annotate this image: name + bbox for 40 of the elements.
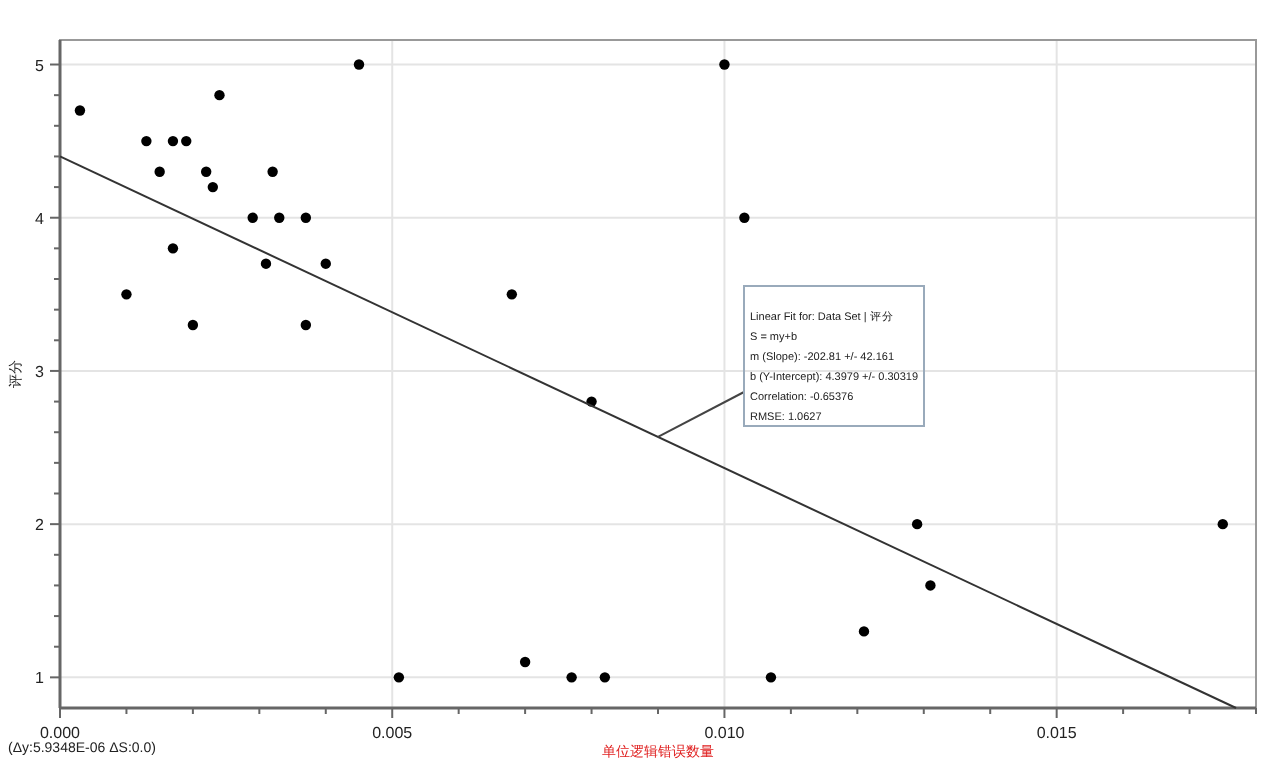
point (519, 656, 531, 668)
point (74, 105, 86, 116)
point (207, 181, 219, 193)
point (300, 319, 312, 331)
point (187, 319, 199, 331)
point (167, 135, 179, 147)
point (167, 243, 179, 254)
point (566, 672, 577, 683)
x-tick-label: 0.000 (39, 724, 82, 742)
point (925, 580, 936, 591)
point (858, 626, 870, 637)
point (274, 212, 285, 223)
point (300, 212, 312, 223)
point (765, 672, 777, 683)
x-tick-label: 0.005 (372, 724, 414, 742)
point (393, 672, 405, 683)
point (260, 258, 272, 269)
point (200, 166, 212, 177)
point (154, 166, 165, 177)
point (181, 135, 192, 147)
point (599, 672, 611, 683)
point (247, 212, 258, 223)
y-tick-label: 5 (35, 56, 46, 75)
x-tick-label: 0.015 (1036, 724, 1078, 742)
point (506, 289, 518, 300)
y-tick-label: 2 (35, 516, 46, 535)
point (320, 258, 331, 269)
point (1217, 518, 1228, 530)
y-tick-label: 1 (35, 669, 46, 688)
y-tick-label: 4 (35, 209, 46, 228)
point (719, 59, 730, 70)
point (121, 289, 132, 300)
x-tick-label: 0.010 (704, 724, 746, 742)
point (141, 135, 152, 147)
point (214, 89, 225, 101)
point (911, 518, 923, 530)
point (267, 166, 278, 177)
y-tick-label: 3 (35, 362, 46, 381)
point (353, 59, 365, 70)
point (739, 212, 750, 223)
